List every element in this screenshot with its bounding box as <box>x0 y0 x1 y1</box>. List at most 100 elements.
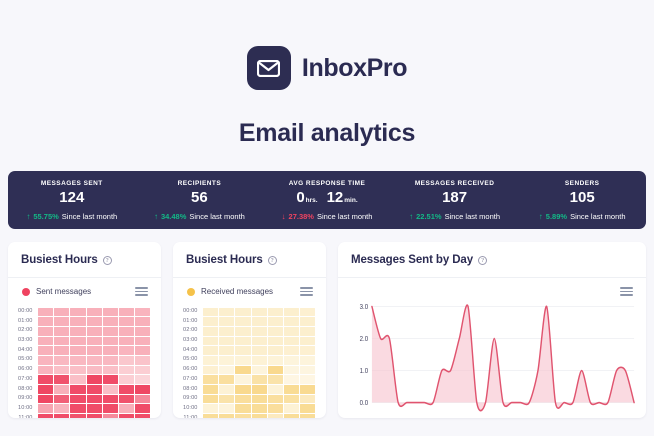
heatmap-cell[interactable] <box>119 414 135 418</box>
heatmap-cell[interactable] <box>251 346 267 355</box>
heatmap-cell[interactable] <box>70 385 86 394</box>
heatmap-cell[interactable] <box>203 394 219 404</box>
heatmap-cell[interactable] <box>70 355 86 365</box>
heatmap-cell[interactable] <box>300 385 316 394</box>
heatmap-cell[interactable] <box>235 375 251 384</box>
messages-sent-by-day-chart[interactable]: 0.0 1.0 2.0 3.0 <box>348 300 636 418</box>
heatmap-cell[interactable] <box>135 414 151 418</box>
heatmap-cell[interactable] <box>251 404 267 414</box>
heatmap-cell[interactable] <box>119 404 135 414</box>
question-mark-icon[interactable]: ? <box>102 255 112 265</box>
heatmap-cell[interactable] <box>203 307 219 317</box>
heatmap-cell[interactable] <box>38 404 54 414</box>
heatmap-cell[interactable] <box>86 375 102 384</box>
heatmap-cell[interactable] <box>102 336 119 346</box>
heatmap-cell[interactable] <box>284 317 300 326</box>
heatmap-cell[interactable] <box>267 375 284 384</box>
heatmap-cell[interactable] <box>135 355 151 365</box>
heatmap-cell[interactable] <box>300 307 316 317</box>
heatmap-cell[interactable] <box>70 307 86 317</box>
heatmap-cell[interactable] <box>86 307 102 317</box>
heatmap-cell[interactable] <box>102 385 119 394</box>
heatmap-cell[interactable] <box>300 394 316 404</box>
heatmap-cell[interactable] <box>70 394 86 404</box>
heatmap-cell[interactable] <box>70 414 86 418</box>
heatmap-cell[interactable] <box>38 336 54 346</box>
heatmap-cell[interactable] <box>70 404 86 414</box>
heatmap-cell[interactable] <box>135 365 151 375</box>
heatmap-cell[interactable] <box>119 317 135 326</box>
heatmap-cell[interactable] <box>251 414 267 418</box>
heatmap-cell[interactable] <box>219 346 235 355</box>
legend-label[interactable]: Sent messages <box>36 287 92 296</box>
heatmap-cell[interactable] <box>284 394 300 404</box>
heatmap-cell[interactable] <box>284 336 300 346</box>
heatmap-cell[interactable] <box>135 326 151 336</box>
heatmap-cell[interactable] <box>284 326 300 336</box>
heatmap-cell[interactable] <box>119 346 135 355</box>
heatmap-cell[interactable] <box>102 355 119 365</box>
chart-series-line[interactable] <box>371 304 635 412</box>
heatmap-cell[interactable] <box>203 336 219 346</box>
heatmap-cell[interactable] <box>251 326 267 336</box>
heatmap-cell[interactable] <box>251 355 267 365</box>
heatmap-cell[interactable] <box>102 394 119 404</box>
heatmap-cell[interactable] <box>203 346 219 355</box>
heatmap-cell[interactable] <box>135 336 151 346</box>
heatmap-cell[interactable] <box>300 404 316 414</box>
heatmap-cell[interactable] <box>135 317 151 326</box>
heatmap-cell[interactable] <box>300 336 316 346</box>
heatmap-cell[interactable] <box>300 346 316 355</box>
heatmap-cell[interactable] <box>235 414 251 418</box>
heatmap-cell[interactable] <box>300 355 316 365</box>
sent-messages-heatmap[interactable]: 00:00 01:00 02:00 03:00 04:00 05:00 06:00 07:00… <box>18 307 151 418</box>
heatmap-cell[interactable] <box>235 365 251 375</box>
heatmap-cell[interactable] <box>38 365 54 375</box>
heatmap-cell[interactable] <box>235 336 251 346</box>
heatmap-cell[interactable] <box>267 385 284 394</box>
heatmap-cell[interactable] <box>135 346 151 355</box>
heatmap-cell[interactable] <box>284 414 300 418</box>
heatmap-cell[interactable] <box>284 375 300 384</box>
heatmap-cell[interactable] <box>102 346 119 355</box>
heatmap-cell[interactable] <box>70 317 86 326</box>
heatmap-cell[interactable] <box>102 375 119 384</box>
heatmap-cell[interactable] <box>86 317 102 326</box>
heatmap-cell[interactable] <box>267 307 284 317</box>
heatmap-cell[interactable] <box>102 317 119 326</box>
heatmap-cell[interactable] <box>102 414 119 418</box>
heatmap-cell[interactable] <box>54 414 70 418</box>
heatmap-cell[interactable] <box>235 355 251 365</box>
heatmap-cell[interactable] <box>203 326 219 336</box>
heatmap-cell[interactable] <box>135 375 151 384</box>
heatmap-cell[interactable] <box>38 394 54 404</box>
heatmap-cell[interactable] <box>219 414 235 418</box>
heatmap-cell[interactable] <box>267 355 284 365</box>
heatmap-cell[interactable] <box>70 365 86 375</box>
heatmap-cell[interactable] <box>267 326 284 336</box>
heatmap-cell[interactable] <box>102 365 119 375</box>
heatmap-cell[interactable] <box>267 317 284 326</box>
heatmap-cell[interactable] <box>86 346 102 355</box>
heatmap-cell[interactable] <box>70 346 86 355</box>
heatmap-cell[interactable] <box>54 346 70 355</box>
heatmap-cell[interactable] <box>300 365 316 375</box>
heatmap-cell[interactable] <box>102 404 119 414</box>
heatmap-cell[interactable] <box>219 365 235 375</box>
heatmap-cell[interactable] <box>119 355 135 365</box>
heatmap-cell[interactable] <box>70 326 86 336</box>
heatmap-cell[interactable] <box>251 365 267 375</box>
heatmap-cell[interactable] <box>235 307 251 317</box>
heatmap-cell[interactable] <box>135 404 151 414</box>
hamburger-menu-icon[interactable] <box>620 287 633 296</box>
heatmap-cell[interactable] <box>267 414 284 418</box>
heatmap-cell[interactable] <box>284 404 300 414</box>
heatmap-cell[interactable] <box>267 394 284 404</box>
heatmap-cell[interactable] <box>300 326 316 336</box>
heatmap-cell[interactable] <box>54 336 70 346</box>
hamburger-menu-icon[interactable] <box>135 287 148 296</box>
heatmap-cell[interactable] <box>219 385 235 394</box>
heatmap-cell[interactable] <box>102 307 119 317</box>
heatmap-cell[interactable] <box>203 355 219 365</box>
heatmap-cell[interactable] <box>219 317 235 326</box>
